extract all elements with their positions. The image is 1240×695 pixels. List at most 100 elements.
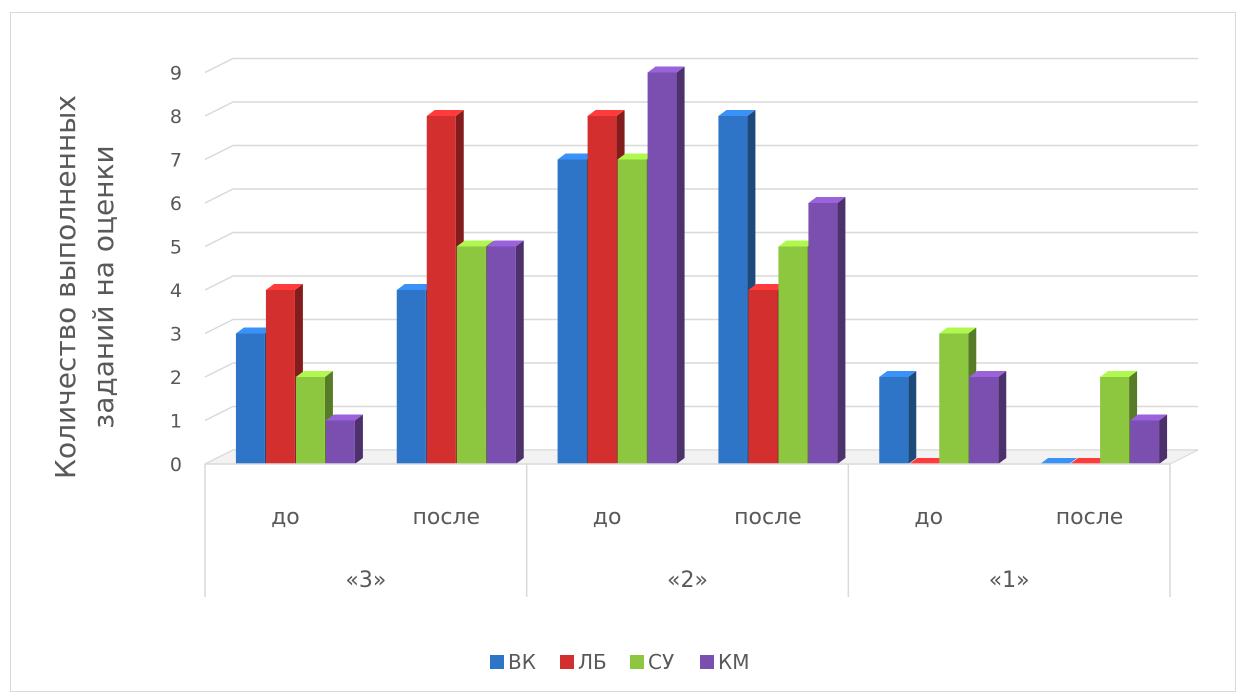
gridline-side	[204, 188, 234, 204]
x-axis-categories: до после до после до после «3» «2» «1»	[204, 463, 1171, 597]
bar-front	[1130, 420, 1160, 464]
bar-top	[426, 110, 464, 116]
gridline-side	[204, 231, 234, 248]
y-tick-label: 4	[170, 280, 182, 302]
y-axis-label-line-1: Количество выполненных	[49, 95, 82, 479]
group-label: «2»	[667, 568, 708, 593]
bar-front	[969, 377, 999, 464]
y-axis-ticks: 0 1 2 3 4 5 6 7 8 9	[170, 63, 182, 477]
bar-top	[235, 327, 273, 334]
bar-front	[486, 246, 516, 464]
y-axis-label: Количество выполненных заданий на оценки	[49, 95, 120, 479]
gridline-side	[204, 144, 234, 161]
gridline-side	[204, 405, 234, 422]
bar	[1100, 371, 1138, 464]
bar-front	[426, 116, 456, 464]
gridline-side	[204, 318, 234, 335]
y-tick-label: 5	[170, 237, 182, 259]
bar-front	[748, 290, 778, 464]
y-tick-label: 8	[170, 106, 182, 128]
bar-front	[557, 159, 587, 464]
bar-front	[587, 116, 617, 464]
bar	[879, 371, 917, 464]
bar-top	[587, 110, 625, 116]
category-label: после	[734, 505, 802, 530]
bar-top	[456, 240, 494, 247]
legend-item: КМ	[700, 650, 749, 674]
bar-top	[718, 110, 756, 116]
bar-side	[515, 240, 524, 464]
y-tick-label: 1	[170, 411, 182, 433]
y-tick-label: 9	[170, 63, 182, 85]
bar-front	[617, 159, 647, 464]
category-label: до	[593, 505, 622, 530]
bar	[808, 197, 846, 464]
bar-side	[354, 414, 363, 464]
legend-label: ВК	[508, 650, 536, 674]
bar-side	[998, 371, 1007, 464]
bar-front	[718, 116, 748, 464]
legend-swatch	[700, 655, 714, 669]
legend-swatch	[560, 655, 574, 669]
bar	[1040, 458, 1078, 464]
bar	[486, 240, 524, 464]
bar-front	[939, 333, 969, 464]
bar-top	[647, 66, 685, 73]
bar-top	[939, 327, 977, 334]
bar-top	[557, 153, 595, 160]
gridline-side	[204, 275, 234, 291]
legend: ВК ЛБ СУ КМ	[490, 650, 749, 674]
bar-top	[486, 240, 524, 247]
group-label: «3»	[345, 568, 386, 593]
gridlines	[204, 57, 1198, 465]
y-tick-label: 0	[170, 454, 182, 476]
legend-item: ВК	[490, 650, 536, 674]
legend-swatch	[630, 655, 644, 669]
legend-item: ЛБ	[560, 650, 607, 674]
bar-top	[1100, 371, 1138, 377]
category-label: после	[412, 505, 480, 530]
bar-top	[969, 371, 1007, 377]
bar-front	[778, 246, 808, 464]
bar	[1130, 414, 1168, 464]
group-label: «1»	[989, 568, 1030, 593]
bars	[235, 66, 1168, 464]
bar	[325, 414, 363, 464]
bar-front	[647, 72, 677, 464]
bar-front	[265, 290, 295, 464]
bar-front	[235, 333, 265, 464]
legend-label: СУ	[648, 650, 674, 674]
bar-top	[325, 414, 363, 421]
bar-side	[837, 197, 846, 464]
bar-front	[1100, 377, 1130, 464]
bar-top	[617, 153, 655, 160]
y-tick-label: 3	[170, 324, 182, 346]
y-axis-label-line-2: заданий на оценки	[87, 145, 120, 428]
bar-front	[295, 377, 325, 464]
bar-side	[1159, 414, 1168, 464]
bar-front	[396, 290, 426, 464]
bar-top	[1130, 414, 1168, 421]
y-tick-label: 7	[170, 150, 182, 172]
bar-side	[676, 66, 685, 464]
bar-front	[456, 246, 486, 464]
bar-top	[778, 240, 816, 247]
legend-swatch	[490, 655, 504, 669]
category-label: после	[1056, 505, 1124, 530]
bar-front	[325, 420, 355, 464]
category-label: до	[914, 505, 943, 530]
legend-label: КМ	[718, 650, 749, 674]
bar	[265, 284, 303, 464]
bar-front	[808, 203, 838, 464]
bar-top	[295, 371, 333, 377]
bar-top	[748, 284, 786, 290]
y-tick-label: 6	[170, 193, 182, 215]
bar-top	[396, 284, 434, 290]
bar	[969, 371, 1007, 464]
category-label: до	[271, 505, 300, 530]
legend-label: ЛБ	[578, 650, 607, 674]
bar-top	[808, 197, 846, 203]
gridline-side	[204, 362, 234, 378]
bar-side	[908, 371, 917, 464]
